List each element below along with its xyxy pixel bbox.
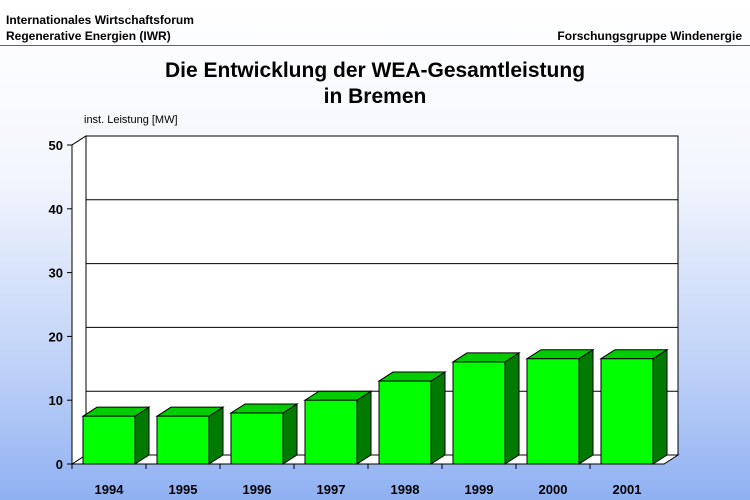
bar-front [526, 358, 580, 465]
bar-1998 [377, 371, 447, 465]
bar-1994 [81, 406, 151, 465]
bar-front [378, 380, 432, 465]
research-group-name: Forschungsgruppe Windenergie [557, 29, 742, 43]
chart-bars [81, 348, 669, 465]
chart-title-line-1: Die Entwicklung der WEA-Gesamtleistung [164, 59, 586, 82]
y-axis-label: inst. Leistung [MW] [84, 114, 178, 126]
bar-side [208, 406, 224, 465]
x-tick-label: 2000 [539, 482, 568, 497]
header-divider [0, 45, 750, 46]
bar-front [304, 399, 358, 465]
y-tick-label: 40 [49, 202, 63, 217]
bar-front [156, 415, 210, 465]
bar-side [282, 403, 298, 465]
x-tick-label: 1997 [317, 482, 346, 497]
x-tick-label: 1994 [95, 482, 125, 497]
y-tick-label: 30 [49, 266, 63, 281]
chart-side-wall [71, 135, 87, 465]
bar-side [356, 390, 372, 465]
chart-title: Die Entwicklung der WEA-Gesamtleistung i… [0, 58, 750, 110]
y-tick-label: 50 [49, 138, 63, 153]
bar-side [504, 352, 520, 465]
bar-side [430, 371, 446, 465]
x-tick-label: 1998 [391, 482, 420, 497]
bar-2001 [599, 348, 669, 465]
bar-2000 [525, 348, 595, 465]
x-tick-label: 1996 [243, 482, 272, 497]
y-tick-label: 0 [56, 457, 63, 472]
bar-1996 [229, 403, 299, 465]
x-tick-label: 2001 [613, 482, 642, 497]
x-tick-label: 1995 [169, 482, 198, 497]
bar-side [134, 406, 150, 465]
bar-side [578, 348, 594, 465]
organization-name: Internationales Wirtschaftsforum [6, 13, 194, 27]
bar-1995 [155, 406, 225, 465]
bar-front [452, 361, 506, 465]
bar-1997 [303, 390, 373, 465]
x-tick-label: 1999 [465, 482, 494, 497]
bar-1999 [451, 352, 521, 465]
y-tick-label: 20 [49, 329, 63, 344]
y-tick-label: 10 [49, 393, 63, 408]
organization-subtitle: Regenerative Energien (IWR) [6, 29, 171, 43]
chart-title-line-2: in Bremen [323, 85, 427, 108]
bar-front [600, 358, 654, 465]
bar-front [230, 412, 284, 465]
bar-side [652, 348, 668, 465]
chart-tick-labels: 0 10 20 30 40 50 1994 1995 1996 1997 1998 1999 2000 2… [49, 138, 642, 497]
bar-front [82, 415, 136, 465]
